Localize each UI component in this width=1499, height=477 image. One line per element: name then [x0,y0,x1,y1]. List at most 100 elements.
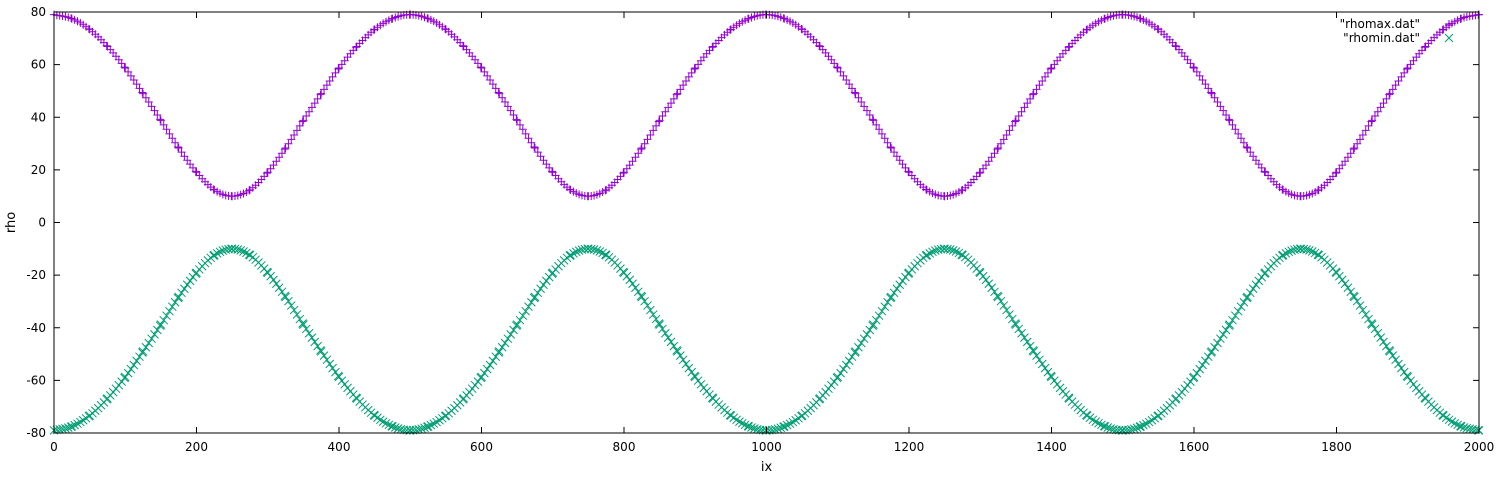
data-point-rhomin [144,338,154,348]
x-tick-label: 2000 [1464,440,1495,454]
data-point-rhomax [1032,85,1041,94]
data-point-rhomin [539,280,548,290]
data-point-rhomin [236,245,246,255]
data-point-rhomin [156,320,166,329]
data-point-rhomax [1225,116,1234,125]
data-point-rhomax [672,90,681,99]
data-point-rhomin [931,246,940,255]
data-point-rhomax [1224,115,1233,124]
data-point-rhomin [393,424,403,433]
data-point-rhomin [1396,363,1406,373]
data-point-rhomax [1020,103,1029,112]
data-point-rhomin [334,372,344,382]
x-tick-label: 0 [50,440,58,454]
data-point-rhomin [675,351,685,360]
data-point-rhomin [1364,314,1373,324]
data-point-rhomin [1281,248,1291,258]
data-point-rhomin [1043,367,1053,377]
data-point-rhomin [61,423,70,433]
data-point-rhomin [1025,341,1035,351]
data-point-rhomin [651,314,661,324]
data-point-rhomax [1038,76,1047,85]
data-point-rhomax [833,63,842,72]
data-point-rhomin [1129,424,1139,434]
data-point-rhomax [527,138,536,147]
x-tick-label: 1400 [1036,440,1067,454]
y-tick-label: 40 [31,110,46,124]
data-point-rhomax [322,81,331,90]
data-point-rhomin [1340,279,1350,289]
data-point-rhomin [871,315,881,325]
data-point-rhomin [1210,342,1220,352]
data-point-rhomax [708,43,717,52]
data-point-rhomax [1370,112,1379,121]
data-point-rhomax [652,121,661,130]
data-point-rhomax [999,135,1008,144]
data-point-rhomin [948,245,958,255]
data-point-rhomax [1026,94,1035,103]
data-point-rhomin [663,333,673,342]
data-point-rhomax [1243,144,1252,153]
data-point-rhomin [177,288,186,298]
data-point-rhomax [284,139,293,148]
data-point-rhomax [892,152,901,161]
data-point-rhomax [1385,89,1394,98]
data-point-rhomin [836,368,845,378]
data-point-rhomin [1032,351,1041,360]
data-point-rhomin [515,315,525,325]
data-point-rhomin [269,275,278,285]
data-point-rhomax [512,115,521,124]
data-point-rhomax [102,41,111,50]
y-tick-label: 0 [38,216,46,230]
data-point-rhomax [640,139,649,148]
data-point-rhomin [782,420,792,430]
data-point-rhomax [488,80,497,89]
data-point-rhomin [1299,244,1309,254]
data-point-rhomin [292,310,302,319]
data-point-rhomin [1376,333,1386,342]
data-point-rhomin [943,244,952,254]
data-point-rhomin [1094,418,1103,428]
data-point-rhomax [1260,167,1269,176]
data-point-rhomin [224,244,233,254]
data-point-rhomin [874,311,884,321]
data-point-rhomax [275,153,284,162]
data-point-rhomin [854,342,863,352]
data-point-rhomax [854,93,863,102]
data-point-rhomax [501,98,510,107]
data-point-rhomin [856,338,866,348]
data-point-rhomax [292,126,301,135]
data-point-rhomin [737,418,747,428]
data-point-rhomin [331,367,340,377]
data-point-rhomin [690,372,700,382]
data-point-rhomax [649,126,658,135]
data-point-rhomin [1251,280,1261,290]
data-point-rhomin [877,306,887,316]
data-point-rhomax [287,135,296,144]
data-point-rhomin [230,244,240,254]
data-point-rhomin [129,360,139,370]
data-point-rhomin [337,376,347,386]
data-point-rhomin [509,325,518,335]
data-point-rhomax [1346,149,1355,158]
data-point-rhomax [1358,130,1367,139]
data-point-rhomax [138,88,147,97]
data-point-rhomin [1017,328,1026,338]
plot-frame [53,11,1480,434]
data-point-rhomax [1231,125,1240,134]
data-point-rhomin [1447,417,1457,426]
data-point-rhomax [168,134,177,143]
data-point-rhomin [114,380,124,390]
data-point-rhomax [1207,88,1216,97]
data-point-rhomin [869,320,878,329]
x-tick-label: 1800 [1321,440,1352,454]
data-point-rhomin [426,420,436,430]
data-point-rhomax [634,149,643,158]
data-point-rhomin [1471,425,1480,435]
data-point-rhomin [1337,275,1347,285]
data-point-rhomin [750,424,759,433]
data-point-rhomin [135,352,144,362]
data-point-rhomin [378,417,388,426]
data-point-rhomin [70,420,80,430]
